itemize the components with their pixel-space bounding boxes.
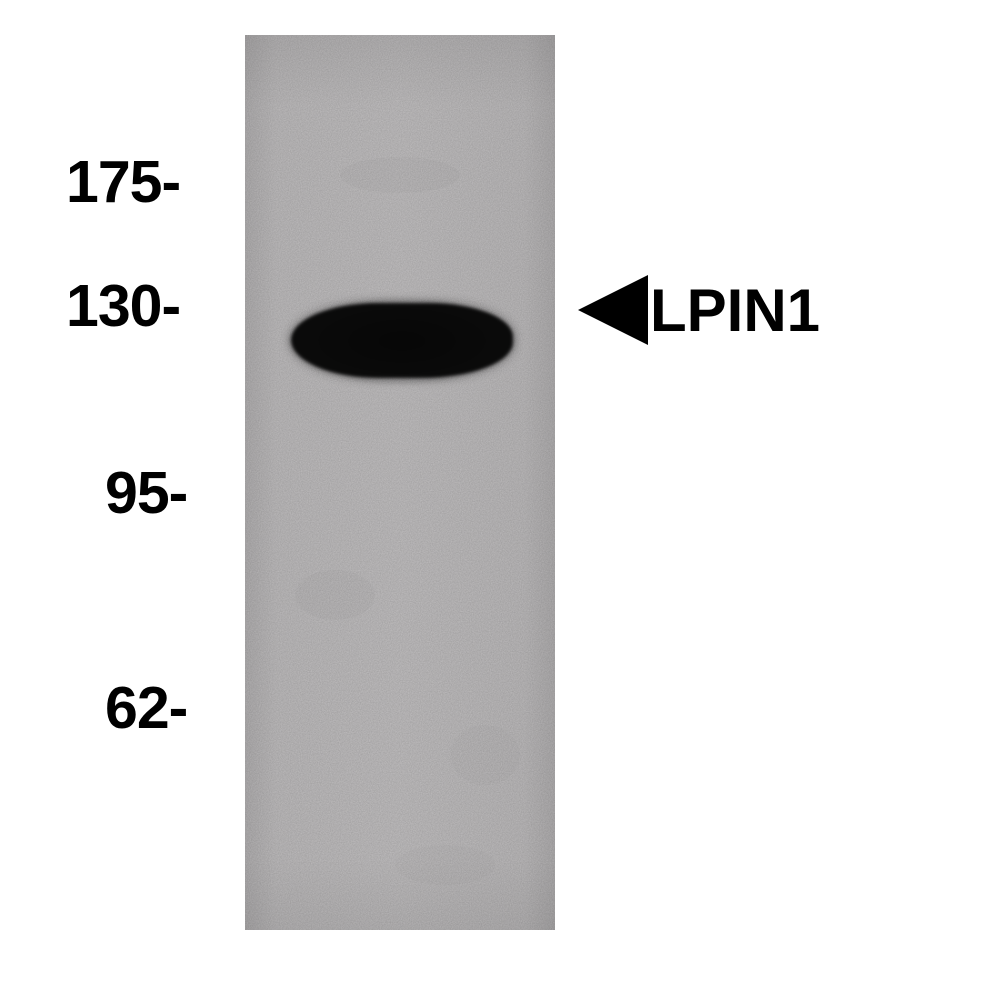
marker-95: 95- bbox=[105, 459, 187, 527]
marker-label-text: 62- bbox=[105, 675, 187, 741]
blot-lane bbox=[245, 35, 555, 930]
marker-130: 130- bbox=[66, 272, 180, 340]
marker-label-text: 130- bbox=[66, 273, 180, 339]
marker-label-text: 175- bbox=[66, 149, 180, 215]
blot-background bbox=[245, 35, 555, 930]
arrow-left-icon bbox=[578, 275, 648, 345]
marker-label-text: 95- bbox=[105, 460, 187, 526]
marker-175: 175- bbox=[66, 148, 180, 216]
marker-62: 62- bbox=[105, 674, 187, 742]
protein-label: LPIN1 bbox=[650, 276, 820, 345]
protein-band bbox=[291, 303, 513, 378]
protein-label-container: LPIN1 bbox=[578, 275, 820, 345]
